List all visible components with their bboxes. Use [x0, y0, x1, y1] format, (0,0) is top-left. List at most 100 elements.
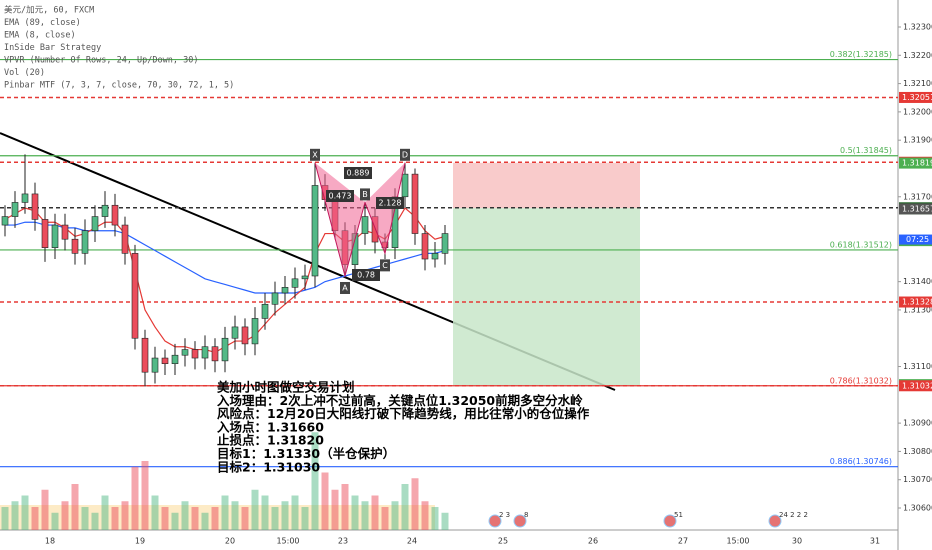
candle-body	[271, 292, 279, 305]
ema-slow	[5, 221, 446, 294]
candle-body	[301, 275, 309, 280]
volume-bar	[311, 432, 319, 530]
volume-bar	[171, 512, 179, 530]
y-tick-label: 1.32200	[903, 51, 932, 60]
volume-bar	[1, 507, 9, 530]
volume-bar	[211, 507, 219, 530]
candle-body	[411, 173, 419, 234]
pattern-point-box	[400, 148, 410, 161]
pattern-point-box	[340, 281, 350, 294]
x-tick-label: 25	[498, 537, 508, 546]
x-tick-label: 24	[407, 537, 417, 546]
volume-bar	[271, 507, 279, 530]
volume-bar	[291, 495, 299, 530]
volume-bar	[301, 507, 309, 530]
x-tick-label: 31	[870, 537, 880, 546]
annotation-line: 入场理由：2次上冲不过前高，关键点位1.32050前期多空分水岭	[217, 393, 583, 408]
volume-bar	[341, 484, 349, 530]
event-icon	[768, 514, 782, 528]
candle-body	[311, 185, 319, 277]
volume-bar	[221, 495, 229, 530]
candle-body	[101, 204, 109, 217]
event-label: 2 3	[499, 511, 510, 519]
candle-body	[51, 224, 59, 248]
ratio-label: 0.78	[357, 271, 375, 280]
volume-bar	[61, 501, 69, 530]
pattern-point-label: C	[382, 261, 388, 270]
y-tick-label: 1.31400	[903, 277, 932, 286]
candle-body	[291, 278, 299, 288]
volume-bar	[361, 501, 369, 530]
event-label: 51	[674, 511, 683, 519]
fib-label: 0.786(1.31032)	[830, 376, 892, 385]
pattern-point-box	[380, 259, 390, 272]
volume-bar	[261, 495, 269, 530]
volume-bar	[101, 495, 109, 530]
x-tick-label: 19	[135, 537, 145, 546]
volume-bar	[401, 484, 409, 530]
pattern-point-label: D	[402, 150, 408, 159]
x-tick-label: 30	[792, 537, 802, 546]
volume-bar	[411, 478, 419, 530]
candle-body	[251, 318, 259, 345]
y-tick-label: 1.30900	[903, 419, 932, 428]
candle-body	[91, 216, 99, 232]
annotation-line: 目标1：1.31330（半仓保护）	[217, 446, 395, 461]
x-tick-label: 15:00	[726, 537, 749, 546]
candle-body	[221, 337, 229, 362]
event-icon	[513, 514, 527, 528]
event-icon	[488, 514, 502, 528]
volume-bar	[11, 501, 19, 530]
volume-bar	[281, 501, 289, 530]
y-tick-label: 1.31700	[903, 192, 932, 201]
ratio-box	[344, 167, 372, 179]
ratio-box	[326, 190, 354, 202]
x-tick-label: 26	[588, 537, 598, 546]
countdown: 07:25	[906, 235, 929, 244]
x-tick-label: 18	[45, 537, 55, 546]
fib-label: 0.618(1.31512)	[830, 240, 892, 249]
candle-body	[261, 303, 269, 319]
volume-bar	[421, 501, 429, 530]
volume-bar	[21, 495, 29, 530]
candle-body	[431, 253, 439, 260]
candle-body	[211, 346, 219, 362]
y-tick-label: 1.30800	[903, 447, 932, 456]
x-tick-label: 27	[678, 537, 688, 546]
price-tag-label: 1.31819	[902, 159, 932, 168]
price-tag	[899, 91, 932, 103]
candle-body	[21, 193, 29, 203]
annotation-line: 入场点：1.31660	[217, 419, 324, 434]
candle-body	[241, 326, 249, 345]
candle-body	[201, 346, 209, 359]
volume-bar	[351, 495, 359, 530]
volume-bar	[51, 512, 59, 530]
pattern-point-label: X	[312, 150, 318, 159]
price-tag-label: 1.32051	[902, 93, 932, 102]
annotation-line: 风险点：12月20日大阳线打破下降趋势线，用比往常小的仓位操作	[217, 406, 590, 421]
volume-bar	[331, 489, 339, 530]
ratio-label: 0.889	[347, 169, 370, 178]
pattern-point-box	[310, 148, 320, 161]
y-tick-label: 1.32100	[903, 79, 932, 88]
legend-entry: VPVR (Number Of Rows, 24, Up/Down, 30)	[4, 56, 198, 66]
volume-bar	[371, 495, 379, 530]
pattern-point-label: B	[362, 190, 368, 199]
legend-entry: Pinbar MTF (7, 3, 7, close, 70, 30, 72, …	[4, 81, 234, 91]
candle-body	[41, 219, 49, 248]
x-tick-label: 15:00	[276, 537, 299, 546]
volume-bar	[321, 472, 329, 530]
volume-bar	[31, 507, 39, 530]
y-tick-label: 1.31900	[903, 136, 932, 145]
candle-body	[181, 349, 189, 356]
y-tick-label: 1.31100	[903, 362, 932, 371]
candle-body	[161, 357, 169, 364]
event-label: 8	[524, 511, 528, 519]
ratio-box	[376, 197, 404, 209]
volume-bar	[91, 512, 99, 530]
price-tag	[899, 203, 932, 215]
price-tag	[899, 296, 932, 308]
candle-body	[421, 233, 429, 260]
volume-bar	[161, 507, 169, 530]
volume-bar	[141, 461, 149, 530]
